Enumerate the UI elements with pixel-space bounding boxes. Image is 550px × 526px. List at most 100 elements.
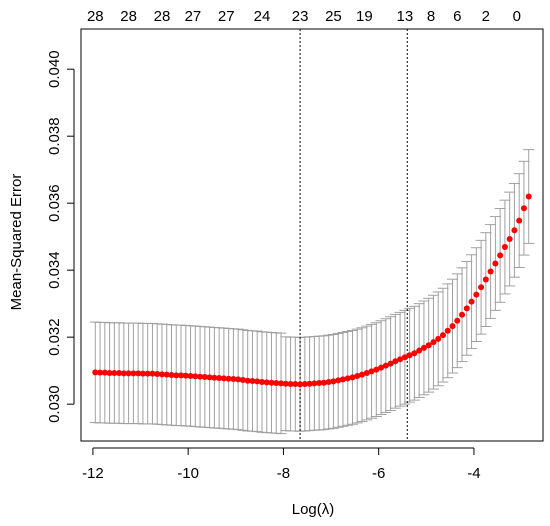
mse-point (111, 370, 118, 377)
mse-point (463, 305, 470, 312)
top-axis-count-label: 28 (154, 8, 171, 25)
mse-point (349, 374, 356, 381)
y-tick-label: 0.030 (46, 385, 63, 423)
mse-point (397, 356, 404, 363)
mse-point (178, 372, 185, 379)
mse-point (516, 217, 523, 224)
mse-point (130, 370, 137, 377)
point-layer (92, 193, 532, 388)
errorbar-layer (89, 149, 535, 435)
x-tick-label: -6 (372, 465, 385, 482)
top-axis-count-label: 28 (120, 8, 137, 25)
mse-point (325, 379, 332, 386)
mse-point (101, 369, 108, 376)
y-tick-label: 0.032 (46, 318, 63, 356)
mse-point (201, 374, 208, 381)
mse-point (301, 381, 308, 388)
mse-point (192, 373, 199, 380)
mse-point (382, 362, 389, 369)
mse-point (182, 372, 189, 379)
mse-point (320, 379, 327, 386)
x-tick-label: -8 (277, 465, 290, 482)
mse-point (487, 268, 494, 275)
mse-point (439, 332, 446, 339)
mse-point (444, 327, 451, 334)
plot-frame (80, 28, 544, 442)
y-tick-label: 0.034 (46, 251, 63, 289)
mse-point (97, 369, 104, 376)
mse-point (354, 373, 361, 380)
mse-point (268, 379, 275, 386)
mse-point (278, 380, 285, 387)
mse-point (273, 380, 280, 387)
top-axis-count-label: 0 (513, 8, 521, 25)
mse-point (478, 284, 485, 291)
mse-point (363, 370, 370, 377)
top-axis-count-label: 6 (453, 8, 461, 25)
mse-point (120, 370, 127, 377)
mse-point (330, 378, 337, 385)
mse-point (254, 378, 261, 385)
mse-point (249, 378, 256, 385)
mse-point (173, 372, 180, 379)
mse-point (401, 354, 408, 361)
mse-point (106, 370, 113, 377)
mse-point (501, 244, 508, 251)
mse-point (216, 375, 223, 382)
mse-point (168, 372, 175, 379)
mse-point (411, 350, 418, 357)
mse-point (392, 358, 399, 365)
mse-point (420, 344, 427, 351)
mse-point (430, 339, 437, 346)
mse-point (387, 360, 394, 367)
x-tick-label: -10 (177, 465, 199, 482)
mse-point (506, 236, 513, 243)
mse-point (492, 260, 499, 267)
mse-point (378, 364, 385, 371)
mse-point (282, 380, 289, 387)
mse-point (206, 374, 213, 381)
mse-point (163, 371, 170, 378)
mse-point (368, 368, 375, 375)
mse-point (520, 205, 527, 212)
mse-point (344, 375, 351, 382)
axes-layer: -12 -10 -8 -6 -4 0.030 0.032 0.034 0.036 0.038 0.0… (46, 8, 544, 482)
top-axis-count-label: 13 (397, 8, 414, 25)
mse-point (116, 370, 123, 377)
mse-point (244, 377, 251, 384)
reference-line-layer (299, 29, 408, 441)
mse-point (263, 379, 270, 386)
mse-point (311, 380, 318, 387)
mse-point (154, 371, 161, 378)
mse-point (525, 193, 532, 200)
mse-point (125, 370, 132, 377)
mse-point (292, 381, 299, 388)
mse-point (239, 377, 246, 384)
top-axis-count-label: 19 (356, 8, 373, 25)
mse-point (235, 376, 242, 383)
y-tick-label: 0.038 (46, 117, 63, 155)
mse-point (454, 317, 461, 324)
mse-point (373, 366, 380, 373)
top-axis-count-label: 28 (87, 8, 104, 25)
mse-point (425, 342, 432, 349)
mse-point (459, 311, 466, 318)
mse-point (220, 375, 227, 382)
top-axis-count-label: 23 (292, 8, 309, 25)
top-axis-count-label: 27 (218, 8, 235, 25)
top-axis-count-label: 2 (482, 8, 490, 25)
mse-point (158, 371, 165, 378)
mse-point (211, 374, 218, 381)
mse-point (335, 377, 342, 384)
top-axis-count-label: 8 (427, 8, 435, 25)
mse-point (139, 370, 146, 377)
mse-point (482, 276, 489, 283)
mse-point (306, 380, 313, 387)
y-tick-label: 0.040 (46, 50, 63, 88)
mse-point (416, 347, 423, 354)
mse-point (287, 381, 294, 388)
top-axis-count-label: 24 (254, 8, 271, 25)
x-tick-label: -4 (467, 465, 480, 482)
